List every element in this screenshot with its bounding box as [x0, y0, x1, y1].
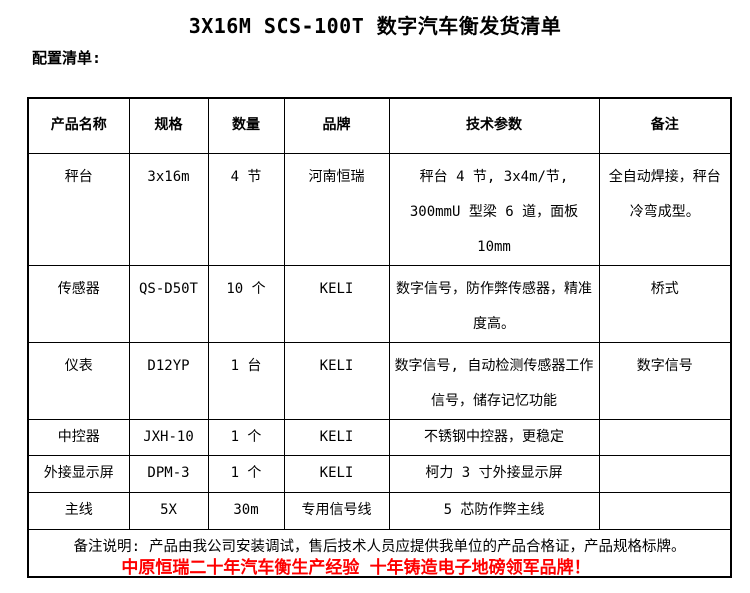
cell-brand: KELI [283, 418, 390, 456]
config-list-label: 配置清单: [32, 49, 102, 67]
cell-brand: KELI [283, 264, 390, 343]
cell-product-name: 秤台 [27, 152, 130, 266]
cell-tech-params: 不锈钢中控器，更稳定 [388, 418, 600, 456]
cell-tech-params: 数字信号, 自动检测传感器工作信号，储存记忆功能 [388, 341, 600, 420]
cell-remarks [598, 418, 732, 456]
cell-tech-params: 5 芯防作弊主线 [388, 491, 600, 530]
cell-specification: JXH-10 [128, 418, 209, 456]
cell-tech-params: 秤台 4 节, 3x4m/节, 300mmU 型梁 6 道，面板 10mm [388, 152, 600, 266]
cell-product-name: 外接显示屏 [27, 454, 130, 493]
cell-product-name: 主线 [27, 491, 130, 530]
cell-remarks: 全自动焊接，秤台冷弯成型。 [598, 152, 732, 266]
brand-slogan: 中原恒瑞二十年汽车衡生产经验 十年铸造电子地磅领军品牌！ [121, 558, 591, 578]
cell-quantity: 30m [207, 491, 285, 530]
header-product-name: 产品名称 [27, 97, 130, 154]
cell-remarks [598, 454, 732, 493]
cell-product-name: 仪表 [27, 341, 130, 420]
cell-product-name: 中控器 [27, 418, 130, 456]
cell-specification: 3x16m [128, 152, 209, 266]
cell-brand: KELI [283, 341, 390, 420]
shipping-list-table: 产品名称 规格 数量 品牌 技术参数 备注 秤台 3x16m 4 节 河南恒瑞 … [27, 97, 732, 578]
table-header-row: 产品名称 规格 数量 品牌 技术参数 备注 [27, 97, 732, 154]
table-row-external-display: 外接显示屏 DPM-3 1 个 KELI 柯力 3 寸外接显示屏 [27, 454, 732, 493]
header-quantity: 数量 [207, 97, 285, 154]
cell-quantity: 1 台 [207, 341, 285, 420]
cell-specification: D12YP [128, 341, 209, 420]
cell-remarks: 桥式 [598, 264, 732, 343]
cell-brand: 河南恒瑞 [283, 152, 390, 266]
cell-quantity: 1 个 [207, 418, 285, 456]
table-row-weighing-platform: 秤台 3x16m 4 节 河南恒瑞 秤台 4 节, 3x4m/节, 300mmU… [27, 152, 732, 266]
cell-specification: 5X [128, 491, 209, 530]
header-tech-params: 技术参数 [388, 97, 600, 154]
header-brand: 品牌 [283, 97, 390, 154]
cell-tech-params: 数字信号，防作弊传感器，精准度高。 [388, 264, 600, 343]
cell-tech-params: 柯力 3 寸外接显示屏 [388, 454, 600, 493]
cell-product-name: 传感器 [27, 264, 130, 343]
page-title: 3X16M SCS-100T 数字汽车衡发货清单 [188, 14, 562, 38]
cell-brand: KELI [283, 454, 390, 493]
table-row-junction-controller: 中控器 JXH-10 1 个 KELI 不锈钢中控器，更稳定 [27, 418, 732, 456]
header-specification: 规格 [128, 97, 209, 154]
header-remarks: 备注 [598, 97, 732, 154]
cell-quantity: 10 个 [207, 264, 285, 343]
table-footer-note-row: 备注说明: 产品由我公司安装调试，售后技术人员应提供我单位的产品合格证，产品规格… [27, 528, 732, 578]
cell-brand: 专用信号线 [283, 491, 390, 530]
table-row-indicator: 仪表 D12YP 1 台 KELI 数字信号, 自动检测传感器工作信号，储存记忆… [27, 341, 732, 420]
table-row-load-cell: 传感器 QS-D50T 10 个 KELI 数字信号，防作弊传感器，精准度高。 … [27, 264, 732, 343]
cell-quantity: 1 个 [207, 454, 285, 493]
cell-remarks: 数字信号 [598, 341, 732, 420]
table-row-main-cable: 主线 5X 30m 专用信号线 5 芯防作弊主线 [27, 491, 732, 530]
cell-remarks [598, 491, 732, 530]
cell-specification: QS-D50T [128, 264, 209, 343]
cell-quantity: 4 节 [207, 152, 285, 266]
footer-note: 备注说明: 产品由我公司安装调试，售后技术人员应提供我单位的产品合格证，产品规格… [27, 528, 732, 578]
cell-specification: DPM-3 [128, 454, 209, 493]
